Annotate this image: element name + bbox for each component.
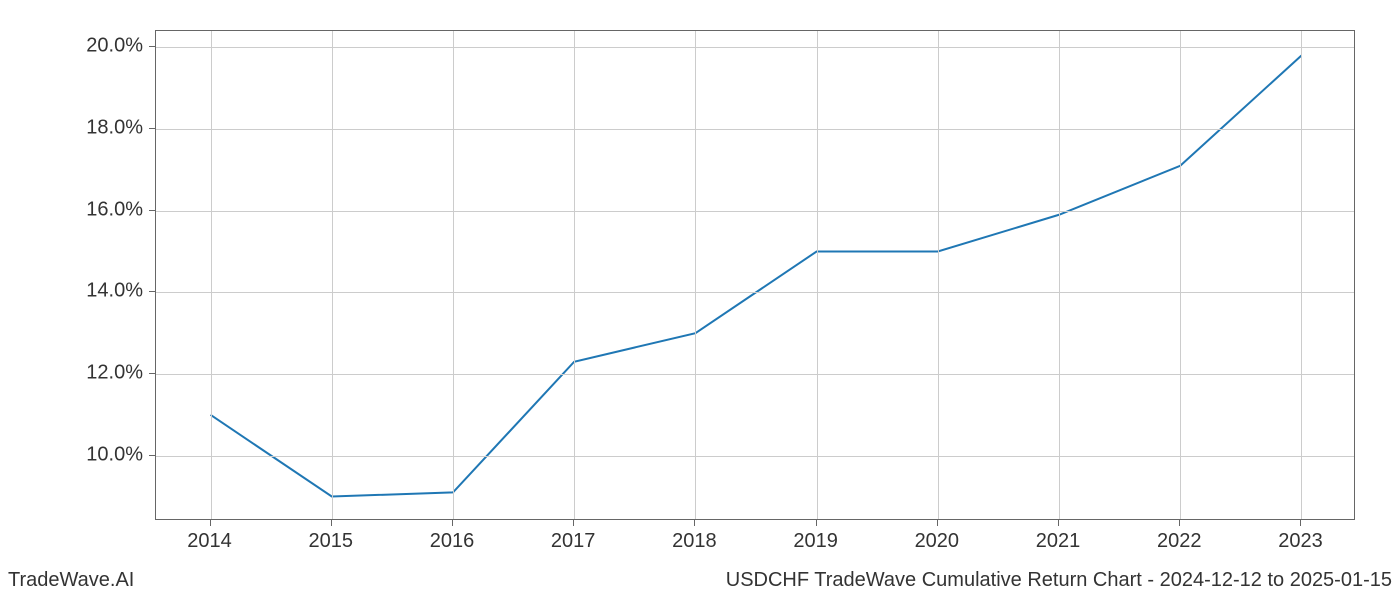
grid-line-vertical [453,31,454,519]
x-tick-mark [1058,520,1059,526]
y-tick-label: 16.0% [86,198,143,221]
footer-left-label: TradeWave.AI [8,569,134,592]
y-tick-mark [149,210,155,211]
grid-line-vertical [574,31,575,519]
y-tick-mark [149,46,155,47]
x-tick-mark [694,520,695,526]
x-tick-mark [1300,520,1301,526]
footer-right-label: USDCHF TradeWave Cumulative Return Chart… [726,569,1392,592]
grid-line-horizontal [156,292,1354,293]
x-tick-label: 2023 [1278,530,1323,553]
x-tick-mark [937,520,938,526]
y-tick-label: 18.0% [86,117,143,140]
grid-line-vertical [817,31,818,519]
y-tick-mark [149,291,155,292]
x-tick-label: 2016 [430,530,475,553]
grid-line-horizontal [156,47,1354,48]
grid-line-horizontal [156,129,1354,130]
y-tick-label: 10.0% [86,443,143,466]
x-tick-mark [816,520,817,526]
y-tick-mark [149,373,155,374]
x-tick-label: 2018 [672,530,717,553]
grid-line-horizontal [156,211,1354,212]
grid-line-vertical [695,31,696,519]
data-line [211,56,1302,497]
x-tick-label: 2019 [793,530,838,553]
x-tick-mark [331,520,332,526]
plot-area [155,30,1355,520]
x-tick-label: 2021 [1036,530,1081,553]
grid-line-horizontal [156,456,1354,457]
x-tick-mark [452,520,453,526]
y-tick-label: 20.0% [86,35,143,58]
line-chart-svg [156,31,1356,521]
y-tick-mark [149,128,155,129]
y-tick-label: 14.0% [86,280,143,303]
grid-line-vertical [938,31,939,519]
x-tick-label: 2022 [1157,530,1202,553]
grid-line-vertical [332,31,333,519]
x-tick-mark [210,520,211,526]
y-tick-mark [149,455,155,456]
x-tick-label: 2015 [309,530,354,553]
grid-line-vertical [1301,31,1302,519]
y-tick-label: 12.0% [86,362,143,385]
grid-line-vertical [1059,31,1060,519]
grid-line-vertical [211,31,212,519]
grid-line-vertical [1180,31,1181,519]
x-tick-label: 2017 [551,530,596,553]
x-tick-mark [573,520,574,526]
x-tick-mark [1179,520,1180,526]
x-tick-label: 2020 [915,530,960,553]
grid-line-horizontal [156,374,1354,375]
chart-container: TradeWave.AI USDCHF TradeWave Cumulative… [0,0,1400,600]
x-tick-label: 2014 [187,530,232,553]
